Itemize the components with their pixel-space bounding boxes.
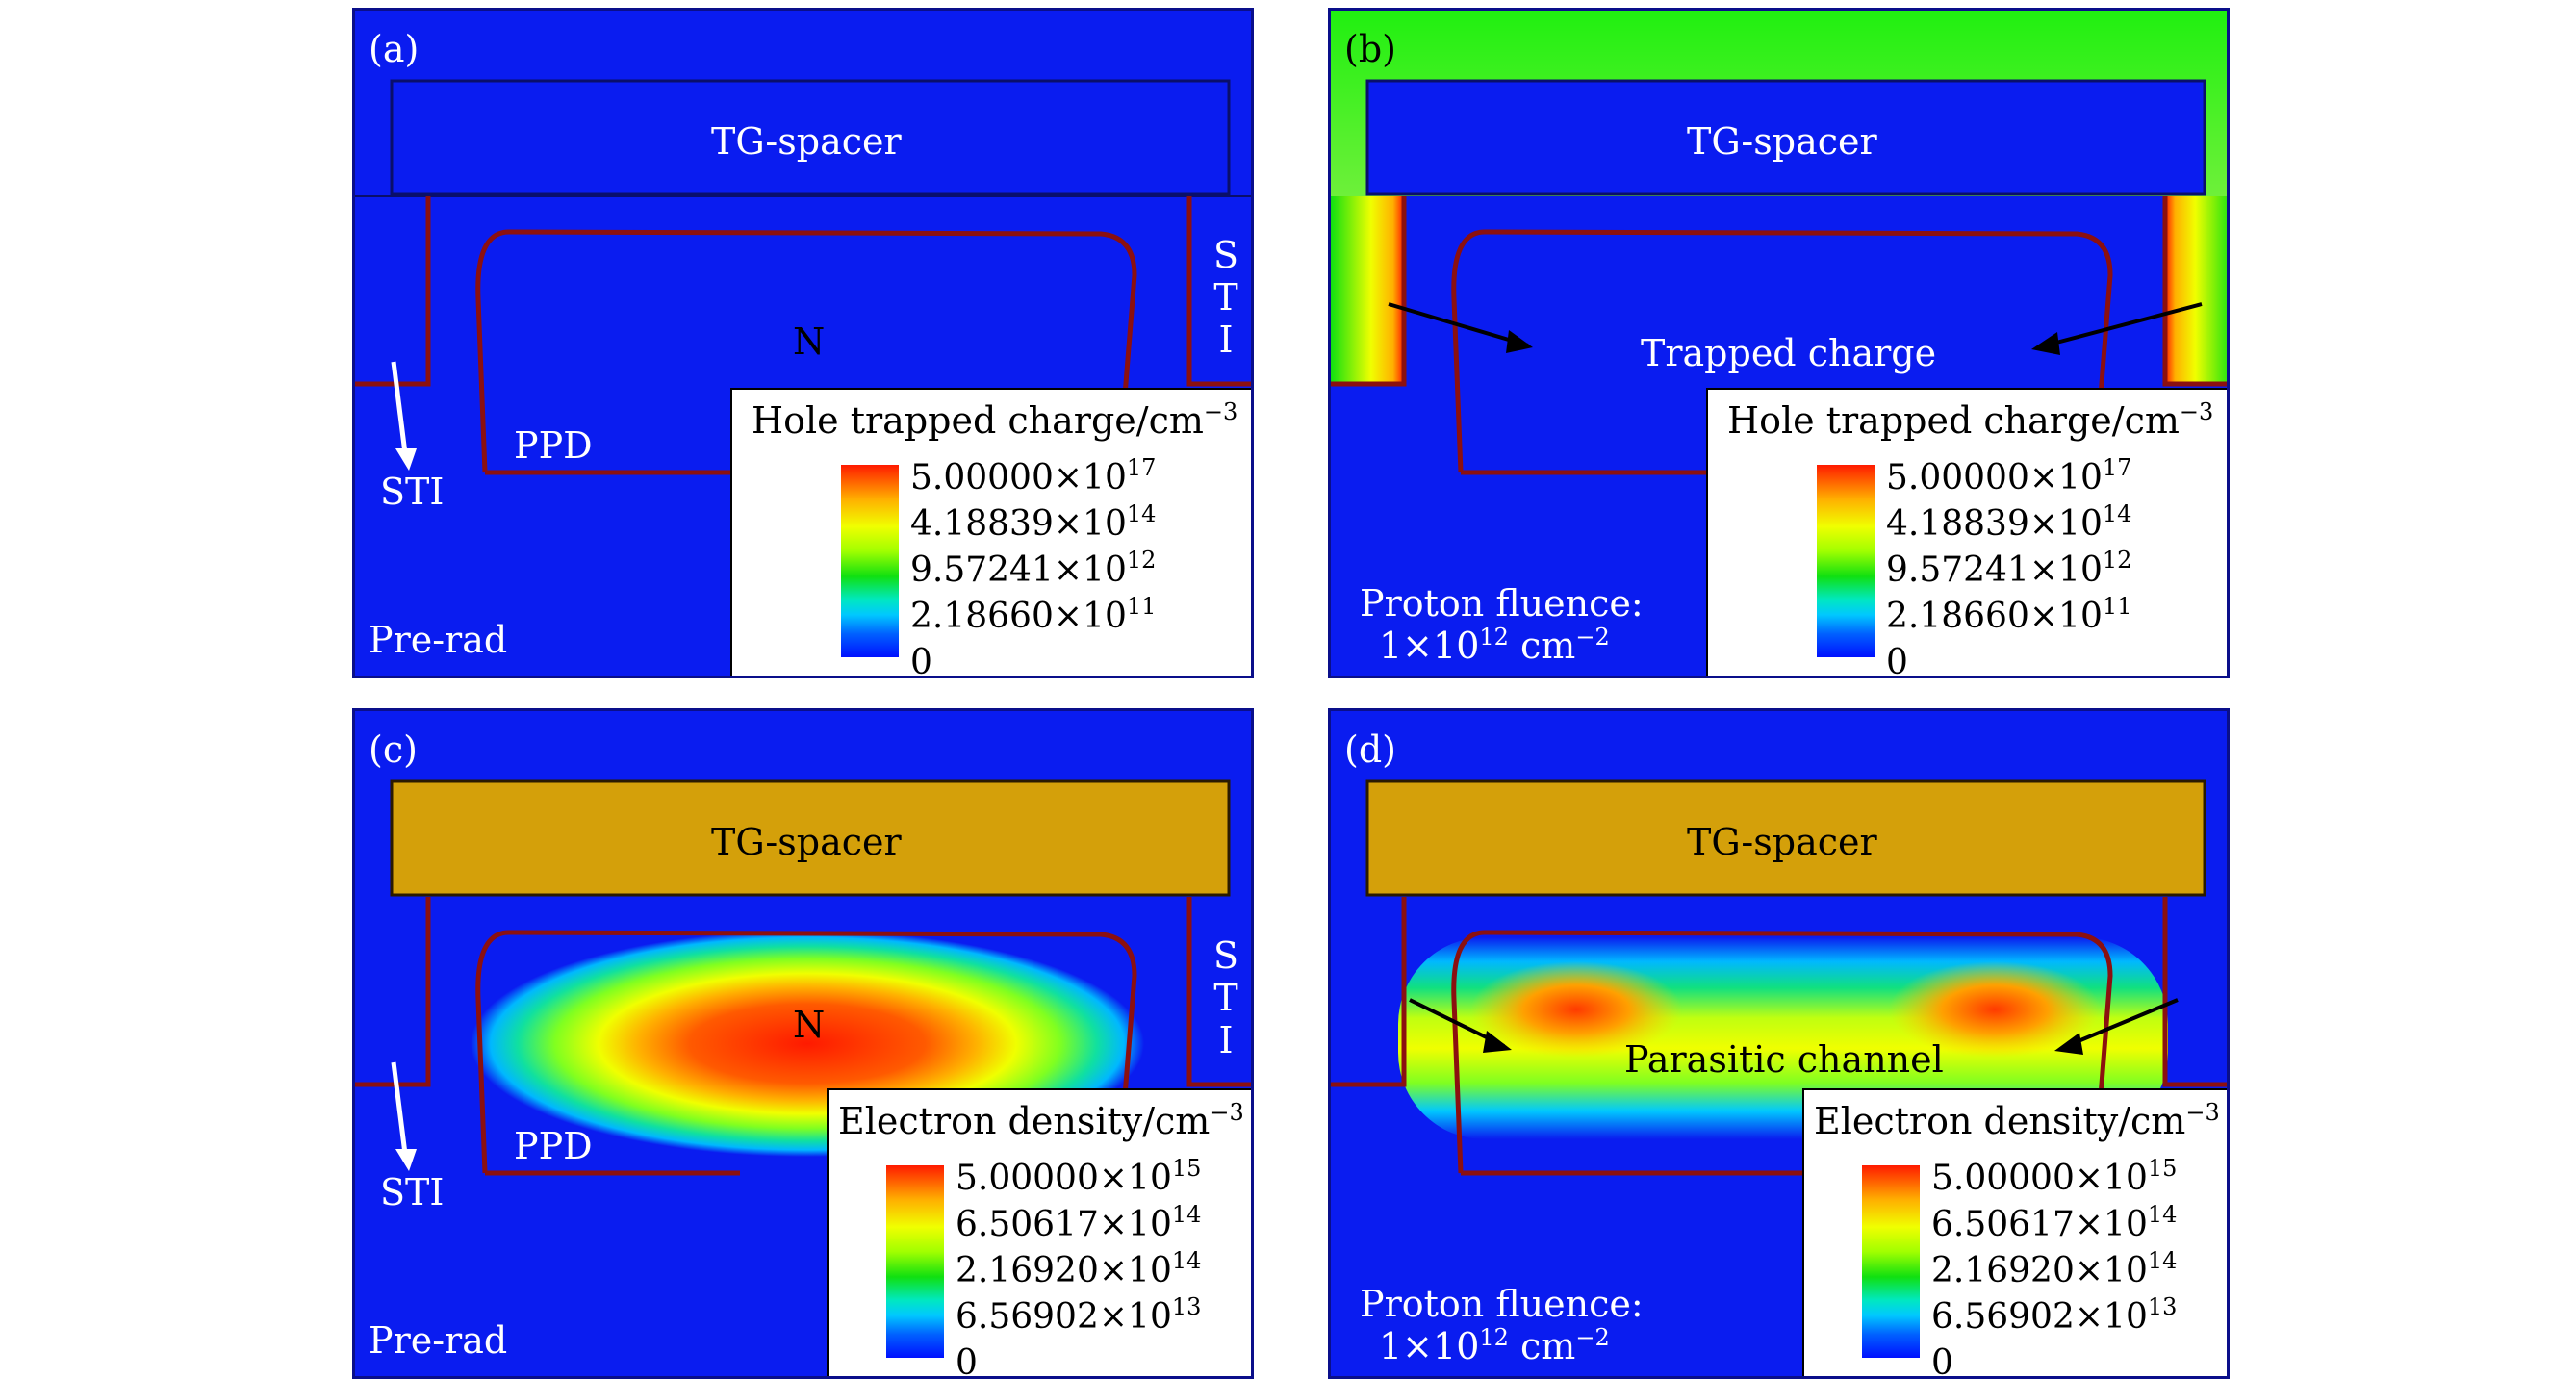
colorbar-tick: 2.18660×1011 [910, 593, 1157, 636]
trapped-charge-left [1331, 196, 1404, 384]
colorbar-tick: 6.50617×1014 [1931, 1201, 2178, 1244]
panel-label: (b) [1344, 28, 1396, 70]
legend: Hole trapped charge/cm−3 5.00000×1017 4.… [1706, 388, 2227, 678]
ppd-outline [1451, 930, 2113, 1174]
panel-label: (a) [369, 28, 420, 70]
colorbar [886, 1165, 944, 1358]
legend-title: Hole trapped charge/cm−3 [1727, 398, 2214, 442]
legend: Electron density/cm−3 5.00000×1015 6.506… [827, 1088, 1251, 1379]
colorbar-ticks: 5.00000×1017 4.18839×1014 9.57241×1012 2… [1886, 454, 2132, 678]
legend: Hole trapped charge/cm−3 5.00000×1017 4.… [730, 388, 1251, 678]
colorbar-tick: 9.57241×1012 [1886, 547, 2132, 590]
colorbar-tick: 2.18660×1011 [1886, 593, 2132, 636]
condition-label: Pre-rad [369, 619, 508, 661]
sti-arrow-label: STI [380, 1171, 445, 1213]
condition-label: Pre-rad [369, 1319, 508, 1362]
colorbar-ticks: 5.00000×1015 6.50617×1014 2.16920×1014 6… [956, 1155, 1202, 1379]
colorbar-tick: 0 [1886, 643, 1908, 678]
colorbar-tick: 4.18839×1014 [910, 500, 1157, 544]
arrow-right [2061, 998, 2179, 1050]
sti-right-outline [1186, 196, 1251, 387]
colorbar-ticks: 5.00000×1017 4.18839×1014 9.57241×1012 2… [910, 454, 1157, 678]
colorbar [1817, 465, 1875, 657]
ppd-outline [475, 930, 1137, 1174]
tg-spacer-label: TG-spacer [711, 821, 902, 863]
panel-b-geometry [1331, 11, 2227, 475]
tg-spacer-label: TG-spacer [1687, 821, 1877, 863]
ppd-label: PPD [514, 1125, 593, 1167]
condition-line1: Proton fluence: [1360, 1283, 1644, 1325]
colorbar [1862, 1165, 1920, 1358]
tg-spacer-box [390, 79, 1231, 196]
ppd-outline [475, 229, 1137, 473]
colorbar-tick: 5.00000×1015 [1931, 1155, 2178, 1198]
parasitic-channel-label: Parasitic channel [1624, 1038, 1944, 1081]
legend-title: Electron density/cm−3 [1814, 1099, 2220, 1142]
colorbar-tick: 4.18839×1014 [1886, 500, 2132, 544]
sti-arrow [391, 361, 408, 454]
tg-spacer-label: TG-spacer [711, 120, 902, 163]
panel-b: (b) TG-spacer Trapped charge Proton flue… [1328, 8, 2230, 678]
trapped-charge-label: Trapped charge [1641, 332, 1937, 374]
panel-label: (c) [369, 728, 418, 771]
colorbar-tick: 5.00000×1017 [910, 454, 1157, 498]
legend-title: Electron density/cm−3 [838, 1099, 1244, 1142]
arrow-right [2037, 302, 2203, 349]
arrowhead-right-icon [2054, 1033, 2083, 1055]
colorbar-tick: 0 [956, 1343, 978, 1379]
arrowhead-left-icon [1506, 330, 1533, 353]
n-region-label: N [793, 1004, 826, 1046]
condition-line2: 1×1012 cm−2 [1379, 1324, 1610, 1367]
arrowhead-left-icon [1483, 1031, 1512, 1053]
arrowhead-right-icon [2031, 332, 2060, 355]
panel-d: (d) TG-spacer Parasitic channel Proton f… [1328, 708, 2230, 1379]
hotspot-right [1889, 961, 2101, 1058]
colorbar-tick: 6.50617×1014 [956, 1201, 1202, 1244]
tg-spacer-label: TG-spacer [1687, 120, 1877, 163]
sti-arrow-label: STI [380, 471, 445, 513]
panel-label: (d) [1344, 728, 1396, 771]
condition-line1: Proton fluence: [1360, 582, 1644, 625]
colorbar-tick: 6.56902×1013 [1931, 1293, 2178, 1337]
colorbar-tick: 0 [910, 643, 932, 678]
tg-spacer-box [390, 779, 1231, 897]
panel-a-geometry [355, 79, 1251, 475]
trapped-charge-right [2165, 196, 2227, 384]
colorbar-tick: 2.16920×1014 [956, 1247, 1202, 1290]
legend: Electron density/cm−3 5.00000×1015 6.506… [1802, 1088, 2227, 1379]
sti-arrow [391, 1061, 408, 1155]
colorbar-tick: 6.56902×1013 [956, 1293, 1202, 1337]
condition-line2: 1×1012 cm−2 [1379, 624, 1610, 667]
colorbar-tick: 5.00000×1015 [956, 1155, 1202, 1198]
hotspot-left [1470, 961, 1682, 1058]
colorbar-ticks: 5.00000×1015 6.50617×1014 2.16920×1014 6… [1931, 1155, 2178, 1379]
ppd-outline [1451, 229, 2113, 473]
colorbar-tick: 0 [1931, 1343, 1953, 1379]
colorbar-tick: 9.57241×1012 [910, 547, 1157, 590]
ppd-label: PPD [514, 424, 593, 467]
tg-spacer-box [1365, 79, 2206, 196]
colorbar-tick: 5.00000×1017 [1886, 454, 2132, 498]
arrow-left [1388, 302, 1529, 347]
sti-left-outline [355, 196, 431, 387]
tg-spacer-box [1365, 779, 2206, 897]
n-region-label: N [793, 320, 826, 363]
legend-title: Hole trapped charge/cm−3 [752, 398, 1238, 442]
colorbar-tick: 2.16920×1014 [1931, 1247, 2178, 1290]
colorbar [841, 465, 899, 657]
sti-arrowhead-icon [395, 448, 417, 471]
sti-arrowhead-icon [395, 1149, 417, 1171]
